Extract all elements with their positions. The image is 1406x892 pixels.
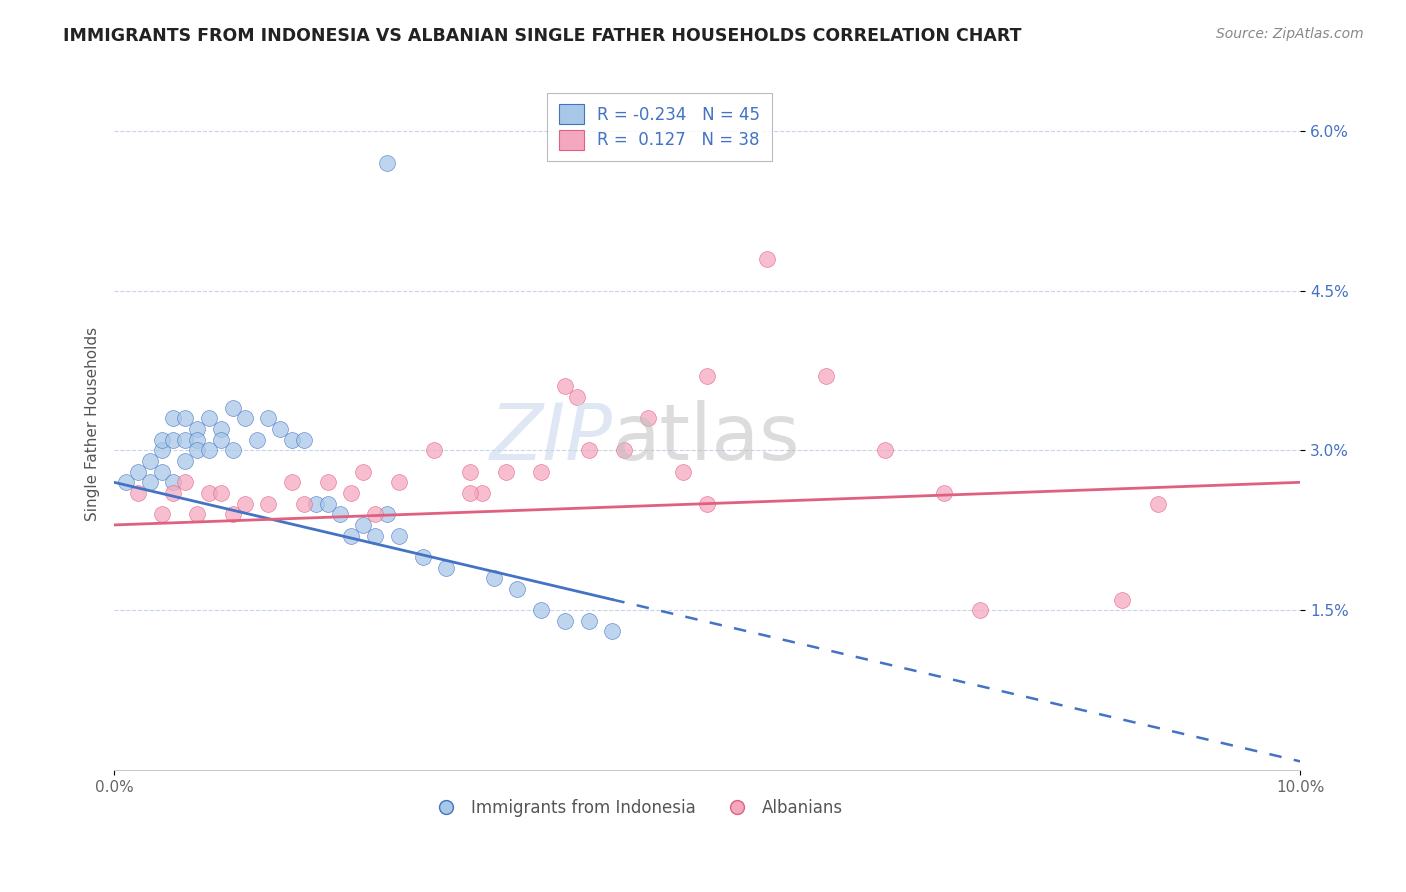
Point bbox=[482, 571, 505, 585]
Point bbox=[471, 486, 494, 500]
Point bbox=[637, 411, 659, 425]
Point bbox=[875, 443, 897, 458]
Point bbox=[233, 497, 256, 511]
Point bbox=[186, 508, 208, 522]
Point bbox=[162, 475, 184, 490]
Point bbox=[554, 614, 576, 628]
Point bbox=[174, 454, 197, 468]
Point bbox=[578, 443, 600, 458]
Point bbox=[198, 486, 221, 500]
Text: atlas: atlas bbox=[613, 400, 800, 475]
Point bbox=[305, 497, 328, 511]
Point bbox=[150, 443, 173, 458]
Point bbox=[233, 411, 256, 425]
Point bbox=[934, 486, 956, 500]
Point bbox=[506, 582, 529, 596]
Point bbox=[554, 379, 576, 393]
Point bbox=[127, 486, 149, 500]
Point bbox=[222, 401, 245, 415]
Text: ZIP: ZIP bbox=[489, 400, 613, 475]
Point bbox=[364, 528, 387, 542]
Point bbox=[352, 465, 374, 479]
Point bbox=[375, 508, 398, 522]
Point bbox=[388, 475, 411, 490]
Point bbox=[198, 411, 221, 425]
Point bbox=[565, 390, 588, 404]
Point bbox=[162, 411, 184, 425]
Point bbox=[969, 603, 991, 617]
Point bbox=[412, 549, 434, 564]
Text: IMMIGRANTS FROM INDONESIA VS ALBANIAN SINGLE FATHER HOUSEHOLDS CORRELATION CHART: IMMIGRANTS FROM INDONESIA VS ALBANIAN SI… bbox=[63, 27, 1022, 45]
Point bbox=[292, 497, 315, 511]
Point bbox=[245, 433, 267, 447]
Point bbox=[139, 454, 162, 468]
Point bbox=[209, 422, 232, 436]
Point bbox=[292, 433, 315, 447]
Point bbox=[388, 528, 411, 542]
Point bbox=[257, 497, 280, 511]
Point bbox=[139, 475, 162, 490]
Point bbox=[458, 465, 481, 479]
Point bbox=[434, 560, 457, 574]
Point bbox=[316, 475, 339, 490]
Point bbox=[696, 368, 718, 383]
Point bbox=[150, 433, 173, 447]
Y-axis label: Single Father Households: Single Father Households bbox=[86, 326, 100, 521]
Point bbox=[209, 486, 232, 500]
Point bbox=[269, 422, 291, 436]
Point bbox=[613, 443, 636, 458]
Point bbox=[281, 433, 304, 447]
Point bbox=[602, 624, 624, 639]
Point bbox=[1147, 497, 1170, 511]
Point bbox=[696, 497, 718, 511]
Point bbox=[150, 465, 173, 479]
Point bbox=[352, 517, 374, 532]
Point bbox=[174, 433, 197, 447]
Point bbox=[328, 508, 350, 522]
Point bbox=[340, 528, 363, 542]
Point bbox=[458, 486, 481, 500]
Point bbox=[174, 411, 197, 425]
Legend: Immigrants from Indonesia, Albanians: Immigrants from Indonesia, Albanians bbox=[422, 793, 849, 824]
Text: Source: ZipAtlas.com: Source: ZipAtlas.com bbox=[1216, 27, 1364, 41]
Point bbox=[150, 508, 173, 522]
Point bbox=[672, 465, 695, 479]
Point bbox=[162, 486, 184, 500]
Point bbox=[340, 486, 363, 500]
Point bbox=[495, 465, 517, 479]
Point bbox=[423, 443, 446, 458]
Point bbox=[222, 443, 245, 458]
Point bbox=[1111, 592, 1133, 607]
Point bbox=[186, 443, 208, 458]
Point bbox=[364, 508, 387, 522]
Point bbox=[755, 252, 778, 266]
Point bbox=[198, 443, 221, 458]
Point bbox=[257, 411, 280, 425]
Point bbox=[316, 497, 339, 511]
Point bbox=[814, 368, 837, 383]
Point bbox=[530, 603, 553, 617]
Point bbox=[115, 475, 138, 490]
Point bbox=[530, 465, 553, 479]
Point bbox=[174, 475, 197, 490]
Point bbox=[578, 614, 600, 628]
Point bbox=[375, 155, 398, 169]
Point bbox=[222, 508, 245, 522]
Point bbox=[281, 475, 304, 490]
Point bbox=[186, 422, 208, 436]
Point bbox=[209, 433, 232, 447]
Point bbox=[162, 433, 184, 447]
Point bbox=[127, 465, 149, 479]
Point bbox=[186, 433, 208, 447]
